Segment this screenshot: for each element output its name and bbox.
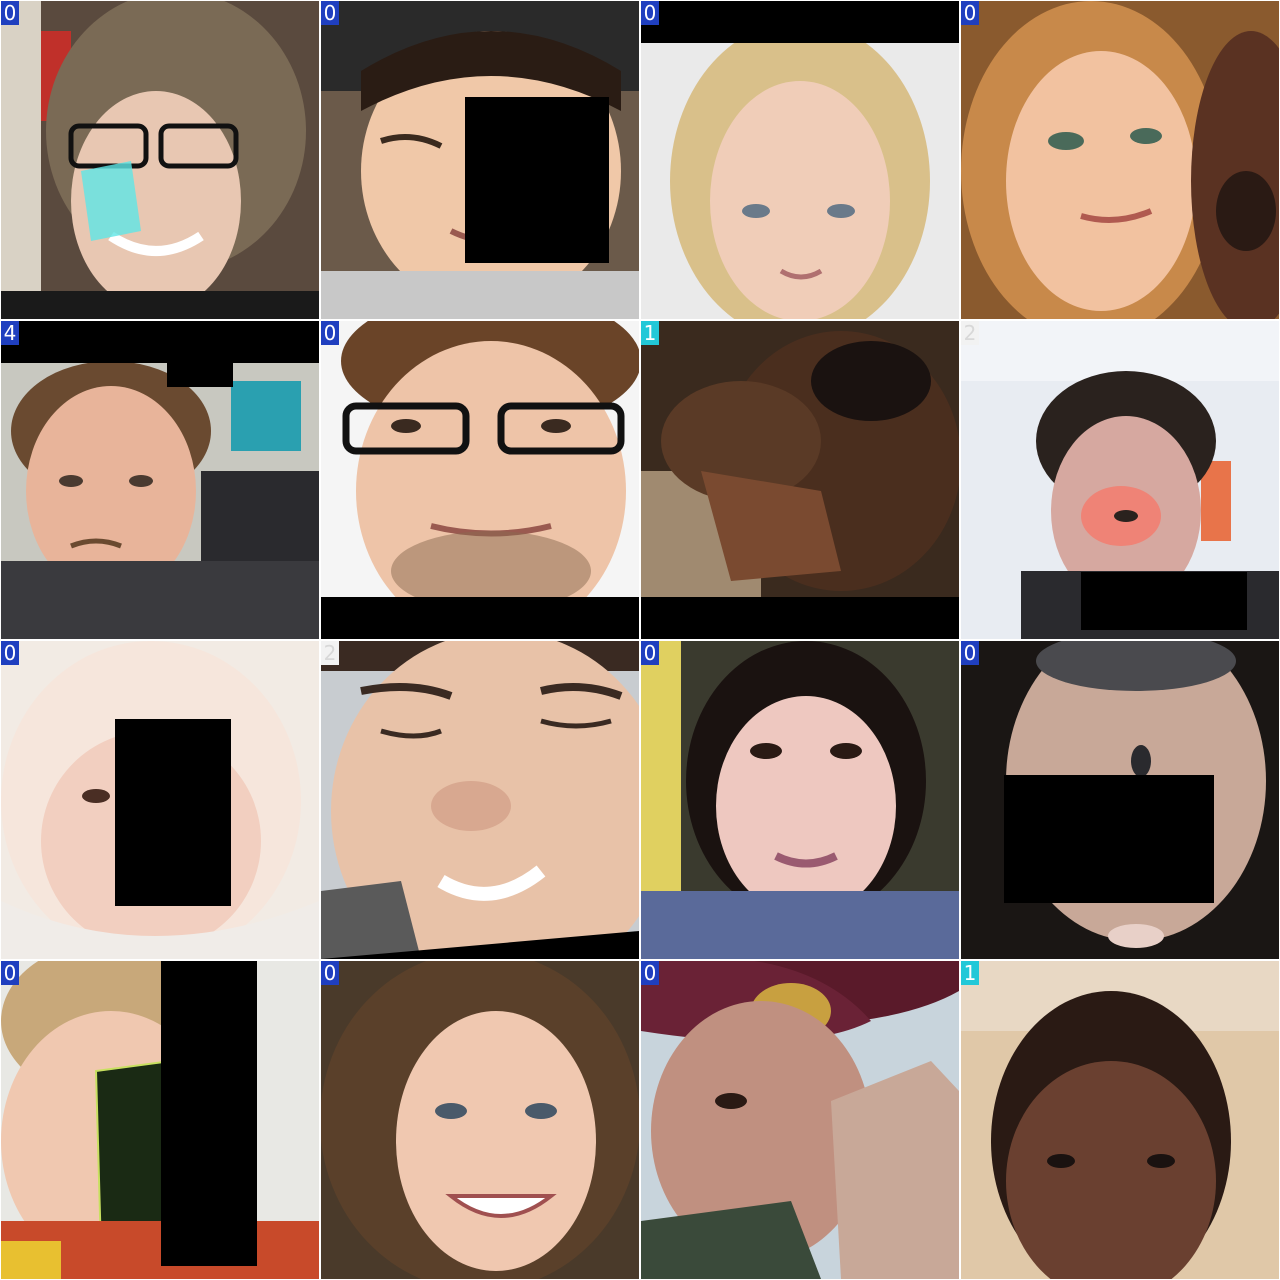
face-tile-15: 0 [641,961,959,1279]
face-photo [641,961,959,1279]
face-tile-12: 0 [961,641,1279,959]
face-photo [1,321,319,639]
face-photo [641,1,959,319]
class-label-badge: 0 [321,321,339,345]
class-label-badge: 1 [961,961,979,985]
face-tile-9: 0 [1,641,319,959]
face-tile-14: 0 [321,961,639,1279]
face-tile-13: 0 [1,961,319,1279]
occlusion-mask [465,97,609,263]
occlusion-mask [641,1,959,43]
face-photo [321,641,639,959]
face-tile-11: 0 [641,641,959,959]
class-label-badge: 4 [1,321,19,345]
face-tile-8: 2 [961,321,1279,639]
occlusion-mask [167,363,233,387]
occlusion-mask [161,961,257,1266]
class-label-badge: 2 [321,641,339,665]
class-label-badge: 0 [961,1,979,25]
class-label-badge: 0 [321,1,339,25]
face-tile-16: 1 [961,961,1279,1279]
occlusion-mask [321,597,639,639]
class-label-badge: 0 [1,1,19,25]
face-photo [961,1,1279,319]
face-photo [321,961,639,1279]
face-tile-4: 0 [961,1,1279,319]
occlusion-mask [1004,775,1214,903]
class-label-badge: 0 [1,961,19,985]
class-label-badge: 2 [961,321,979,345]
class-label-badge: 0 [1,641,19,665]
face-tile-3: 0 [641,1,959,319]
class-label-badge: 0 [321,961,339,985]
face-tile-1: 0 [1,1,319,319]
face-photo [961,961,1279,1279]
occlusion-mask [1081,572,1247,630]
class-label-badge: 1 [641,321,659,345]
face-photo [1,1,319,319]
occlusion-mask [641,597,959,639]
face-photo [321,321,639,639]
face-tile-6: 0 [321,321,639,639]
face-tile-2: 0 [321,1,639,319]
face-tile-10: 2 [321,641,639,959]
class-label-badge: 0 [961,641,979,665]
occlusion-mask [1,321,319,363]
face-photo [641,641,959,959]
class-label-badge: 0 [641,961,659,985]
face-tile-5: 4 [1,321,319,639]
face-photo [1,961,319,1279]
face-tile-7: 1 [641,321,959,639]
occlusion-mask [115,719,231,906]
face-photo [641,321,959,639]
class-label-badge: 0 [641,1,659,25]
class-label-badge: 0 [641,641,659,665]
